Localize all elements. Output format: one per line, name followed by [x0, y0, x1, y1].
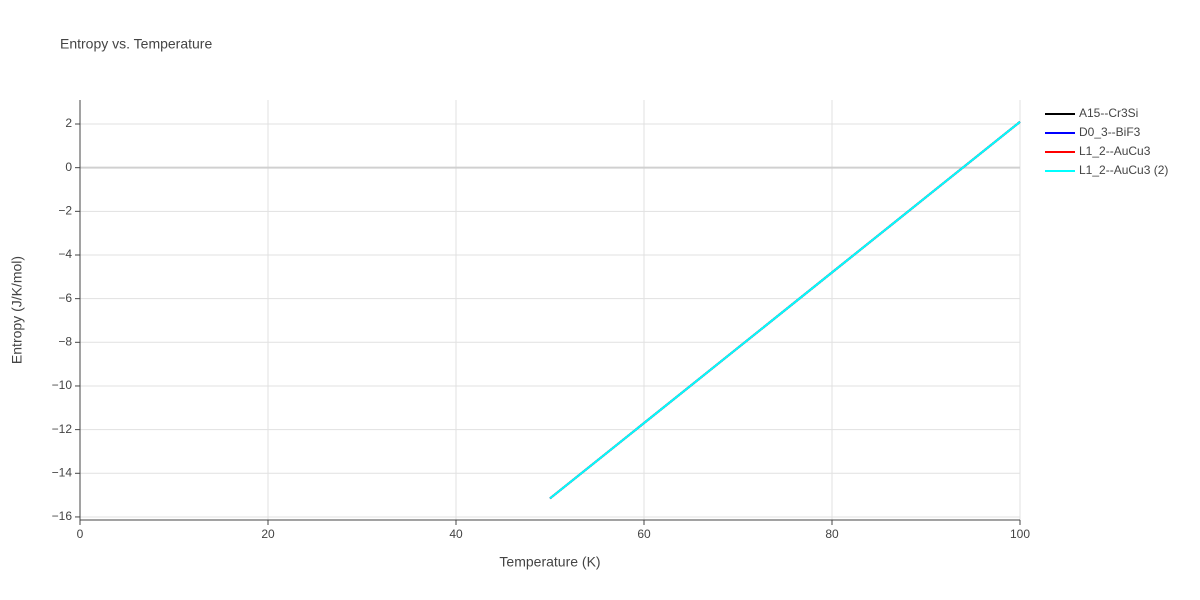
- x-tick-label: 40: [449, 527, 463, 541]
- x-axis-label: Temperature (K): [499, 554, 600, 570]
- legend-label: L1_2--AuCu3: [1079, 144, 1151, 158]
- y-tick-label: −16: [52, 509, 73, 523]
- x-tick-label: 80: [825, 527, 839, 541]
- legend-label: A15--Cr3Si: [1079, 106, 1138, 120]
- legend-label: D0_3--BiF3: [1079, 125, 1141, 139]
- x-tick-label: 100: [1010, 527, 1030, 541]
- y-tick-label: 2: [65, 116, 72, 130]
- y-tick-label: −12: [52, 422, 73, 436]
- y-tick-label: −14: [52, 465, 73, 479]
- y-tick-label: −10: [52, 378, 73, 392]
- y-tick-label: 0: [65, 160, 72, 174]
- chart-title: Entropy vs. Temperature: [60, 36, 212, 52]
- series-line: [549, 121, 1021, 500]
- legend-label: L1_2--AuCu3 (2): [1079, 163, 1168, 177]
- x-tick-label: 20: [261, 527, 275, 541]
- y-tick-label: −2: [58, 204, 72, 218]
- y-axis-label: Entropy (J/K/mol): [9, 256, 25, 364]
- y-tick-label: −6: [58, 291, 72, 305]
- y-tick-label: −8: [58, 334, 72, 348]
- y-tick-label: −4: [58, 247, 72, 261]
- x-tick-label: 0: [77, 527, 84, 541]
- x-tick-label: 60: [637, 527, 651, 541]
